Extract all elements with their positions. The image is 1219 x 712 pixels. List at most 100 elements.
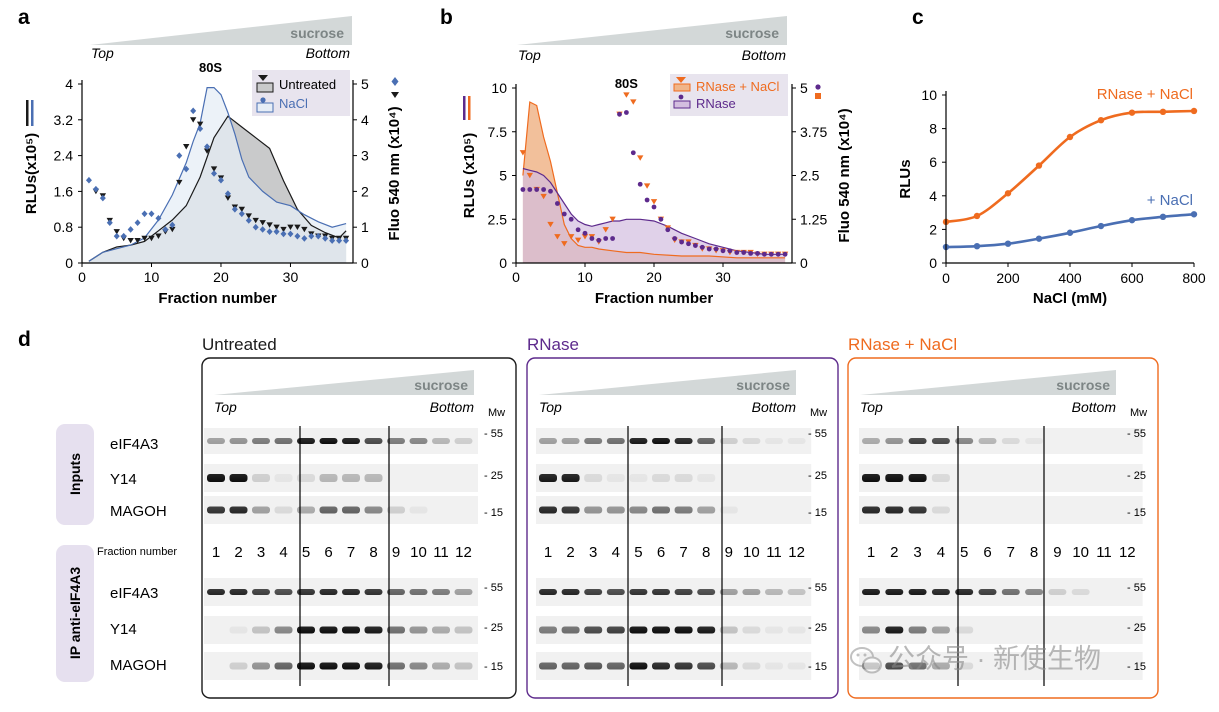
sucrose-wedge xyxy=(860,370,1116,395)
sucrose-label: sucrose xyxy=(1056,377,1110,393)
peak-label: 80S xyxy=(615,76,638,91)
rlu-point-nacl xyxy=(224,190,231,197)
sucrose-wedge xyxy=(517,16,787,45)
blot-strip xyxy=(204,464,478,492)
band xyxy=(432,589,450,595)
rlu-point-rnase-nacl xyxy=(637,155,644,161)
rlu-point-nacl xyxy=(85,176,92,184)
rlu-point-rnase xyxy=(575,227,581,233)
y2-tick-label: 0 xyxy=(361,255,369,271)
y-tick-label: 4 xyxy=(65,76,73,92)
band xyxy=(697,506,716,514)
rlu-point-rnase-nacl xyxy=(540,193,547,200)
band xyxy=(955,438,974,444)
band xyxy=(319,438,338,444)
band xyxy=(787,662,806,670)
band xyxy=(652,438,670,444)
rlu-point-nacl xyxy=(252,223,259,231)
band xyxy=(606,662,625,670)
band xyxy=(409,589,428,595)
rlu-point-untreated xyxy=(301,226,308,233)
y-axis-title: RLUs xyxy=(897,159,914,198)
fraction-number: 8 xyxy=(1030,544,1038,561)
rlu-point-nacl xyxy=(99,194,106,202)
point-rnase-nacl xyxy=(1128,109,1136,116)
band xyxy=(697,438,716,444)
rlu-point-rnase xyxy=(713,246,719,252)
fraction-number: 3 xyxy=(257,544,265,561)
x-tick-label: 30 xyxy=(283,269,299,285)
band xyxy=(1025,438,1044,444)
rlu-point-untreated xyxy=(141,235,148,242)
y-tick-label: 8 xyxy=(929,121,937,137)
band xyxy=(674,589,693,595)
point-nacl xyxy=(1190,211,1198,218)
y1-indicator-black xyxy=(26,100,29,126)
group-frame xyxy=(526,357,839,699)
point-nacl xyxy=(1159,213,1167,220)
band xyxy=(252,626,270,634)
y2-axis-title: Fluo 540 nm (x10⁴) xyxy=(836,108,853,242)
x-axis-title: Fraction number xyxy=(595,290,714,307)
band xyxy=(652,506,670,514)
rlu-point-rnase xyxy=(534,187,540,192)
band xyxy=(252,589,270,595)
band xyxy=(652,662,670,670)
point-nacl xyxy=(973,243,981,250)
mw-marker: - 25 xyxy=(1127,470,1146,482)
y-tick-label: 6 xyxy=(929,154,937,170)
rlu-point-rnase-nacl xyxy=(574,237,582,244)
rlu-point-rnase xyxy=(651,204,657,210)
y2-indicator-dot xyxy=(815,84,821,90)
band xyxy=(862,438,880,444)
fraction-number: 5 xyxy=(302,544,310,561)
band xyxy=(1071,589,1090,595)
mw-marker: - 25 xyxy=(808,470,827,482)
band xyxy=(252,438,270,444)
rlu-point-rnase xyxy=(775,251,781,257)
fraction-number: 6 xyxy=(324,544,332,561)
y-tick-label: 0 xyxy=(929,255,937,271)
y2-tick-label: 5 xyxy=(361,76,369,92)
y-tick-label: 0.8 xyxy=(54,219,74,235)
band xyxy=(387,662,405,670)
rlu-point-untreated xyxy=(176,179,183,186)
fraction-number: 2 xyxy=(234,544,242,561)
panel-c: 0 200 400 600 800 0 2 4 6 8 10 NaCl (mM) RLUs RNase … xyxy=(897,86,1206,307)
band xyxy=(787,438,806,444)
y2-indicator-triangle xyxy=(391,92,399,98)
fluo-line-rnase-nacl xyxy=(522,101,786,259)
rlu-point-rnase xyxy=(541,187,546,192)
rlu-point-rnase-nacl xyxy=(643,183,651,189)
band xyxy=(387,626,405,634)
band xyxy=(274,438,293,444)
band xyxy=(955,626,974,634)
mw-header: Mw xyxy=(1130,407,1147,419)
rlu-point-nacl xyxy=(120,232,127,240)
band xyxy=(364,662,383,670)
rlu-point-nacl xyxy=(106,219,113,227)
top-label: Top xyxy=(860,399,883,415)
panel-b: sucrose Top Bottom 0 10 20 30 0 2.5 5 7.5 10 0 1.2… xyxy=(461,16,853,307)
band xyxy=(561,438,580,444)
rlu-point-untreated xyxy=(183,144,190,150)
band xyxy=(342,506,360,514)
band xyxy=(364,589,383,595)
rlu-point-untreated xyxy=(245,213,252,219)
band xyxy=(931,506,950,514)
fraction-number: 5 xyxy=(960,544,968,561)
rlu-point-rnase xyxy=(596,237,602,243)
band xyxy=(297,474,315,482)
rlu-point-rnase xyxy=(527,187,533,192)
band xyxy=(432,662,450,670)
mw-header: Mw xyxy=(810,407,827,419)
fraction-number: 4 xyxy=(612,544,620,561)
band xyxy=(719,662,738,670)
blot-strip xyxy=(536,464,812,492)
rlu-point-rnase xyxy=(679,239,684,245)
rlu-point-untreated xyxy=(266,222,273,228)
rlu-point-rnase xyxy=(555,201,560,206)
band xyxy=(629,474,648,482)
y2-tick-label: 4 xyxy=(361,112,369,128)
